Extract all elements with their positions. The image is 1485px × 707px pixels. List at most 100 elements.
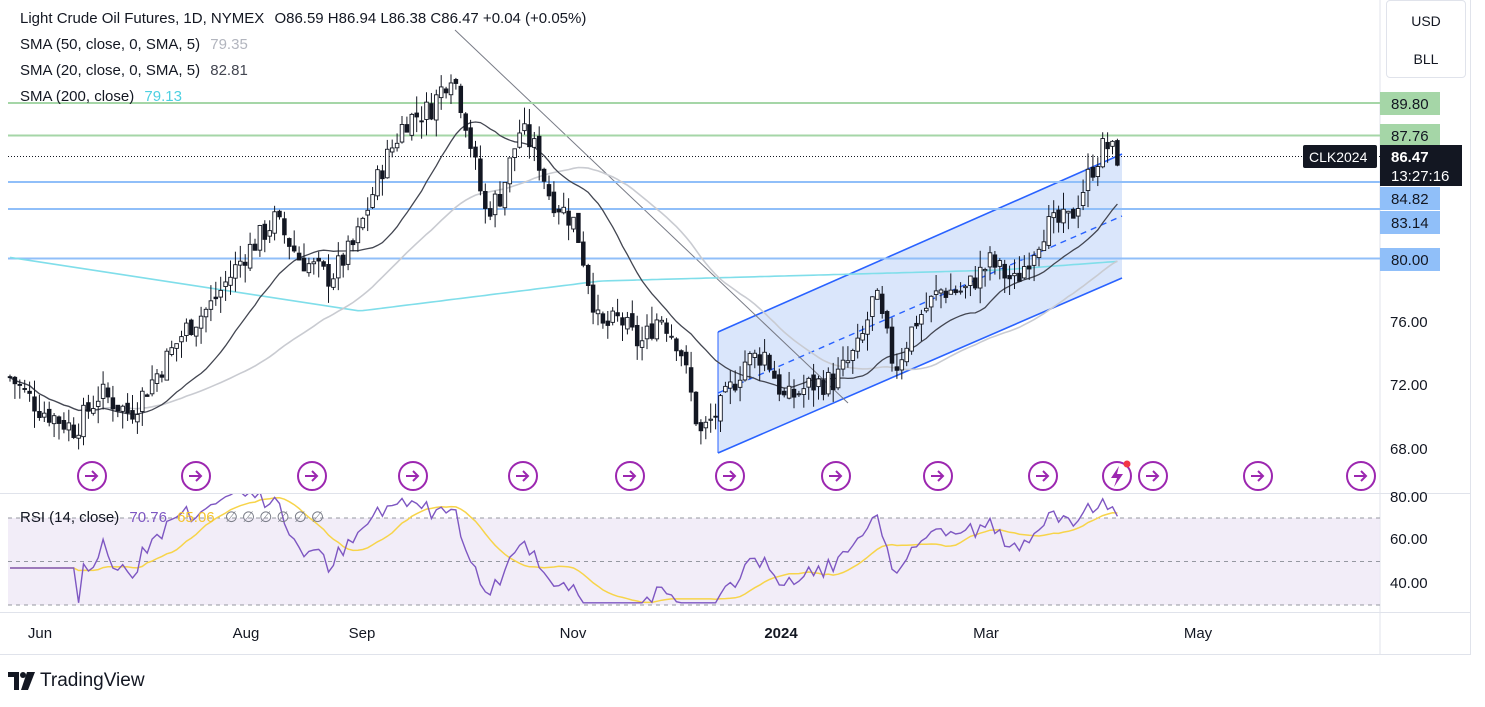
- candle-up[interactable]: [752, 352, 758, 358]
- candle-down[interactable]: [1115, 140, 1120, 166]
- candle-down[interactable]: [732, 383, 738, 391]
- candle-down[interactable]: [615, 312, 620, 317]
- candle-down[interactable]: [713, 415, 718, 418]
- candle-up[interactable]: [840, 359, 846, 370]
- candle-up[interactable]: [1012, 272, 1017, 277]
- candle-up[interactable]: [247, 243, 253, 269]
- candle-up[interactable]: [865, 319, 870, 335]
- candle-down[interactable]: [56, 416, 62, 424]
- candle-down[interactable]: [277, 210, 282, 218]
- candle-up[interactable]: [517, 132, 522, 148]
- unit-selector[interactable]: USD BLL: [1386, 0, 1466, 78]
- candle-down[interactable]: [110, 397, 116, 410]
- rsi-ma-line[interactable]: [10, 497, 1118, 604]
- candle-up[interactable]: [659, 319, 664, 323]
- legend-sma50[interactable]: SMA (50, close, 0, SMA, 5) 79.35: [20, 36, 248, 54]
- candle-up[interactable]: [399, 124, 405, 143]
- legend-rsi[interactable]: RSI (14, close) 70.76 65.06 ∅ ∅ ∅ ∅ ∅ ∅: [20, 509, 324, 527]
- candle-down[interactable]: [27, 390, 32, 394]
- candle-up[interactable]: [502, 181, 508, 209]
- candle-up[interactable]: [654, 319, 660, 340]
- candle-down[interactable]: [821, 379, 826, 395]
- candle-down[interactable]: [1007, 275, 1012, 280]
- candle-up[interactable]: [855, 337, 860, 352]
- candle-up[interactable]: [786, 385, 792, 399]
- candle-up[interactable]: [507, 157, 513, 185]
- candle-down[interactable]: [683, 351, 689, 366]
- candle-up[interactable]: [919, 314, 924, 325]
- candle-up[interactable]: [1046, 216, 1052, 246]
- candle-down[interactable]: [556, 208, 562, 213]
- candle-up[interactable]: [532, 138, 537, 148]
- candle-down[interactable]: [125, 402, 130, 414]
- candle-down[interactable]: [693, 391, 699, 425]
- candle-up[interactable]: [389, 147, 395, 153]
- candle-up[interactable]: [845, 360, 851, 364]
- candle-down[interactable]: [282, 218, 287, 236]
- candle-up[interactable]: [140, 390, 145, 412]
- candle-down[interactable]: [458, 85, 464, 113]
- legend-main[interactable]: Light Crude Oil Futures, 1D, NYMEX O86.5…: [20, 10, 586, 28]
- candle-down[interactable]: [321, 261, 326, 267]
- chart[interactable]: 76.00 72.00 68.00 80.00 60.00 40.00 89.8…: [0, 0, 1485, 660]
- candle-down[interactable]: [634, 324, 640, 347]
- candle-up[interactable]: [42, 412, 47, 418]
- candle-up[interactable]: [982, 269, 988, 272]
- candle-down[interactable]: [546, 184, 552, 197]
- candle-up[interactable]: [1041, 241, 1047, 252]
- legend-sma20[interactable]: SMA (20, close, 0, SMA, 5) 82.81: [20, 62, 248, 80]
- candle-up[interactable]: [208, 300, 214, 310]
- candle-down[interactable]: [674, 338, 679, 352]
- candle-down[interactable]: [463, 113, 468, 131]
- candle-down[interactable]: [32, 396, 37, 412]
- candle-up[interactable]: [51, 415, 57, 425]
- candle-down[interactable]: [443, 88, 449, 94]
- candle-up[interactable]: [737, 379, 743, 388]
- candle-up[interactable]: [1051, 212, 1056, 219]
- candle-up[interactable]: [95, 400, 101, 407]
- candle-down[interactable]: [429, 103, 434, 120]
- candle-down[interactable]: [37, 410, 42, 419]
- candle-down[interactable]: [600, 313, 606, 324]
- candle-down[interactable]: [189, 319, 194, 336]
- candle-down[interactable]: [71, 424, 76, 438]
- candle-down[interactable]: [1090, 166, 1096, 178]
- candle-up[interactable]: [1031, 254, 1037, 266]
- candle-down[interactable]: [620, 317, 625, 326]
- candle-up[interactable]: [708, 418, 713, 421]
- candle-down[interactable]: [1105, 141, 1110, 150]
- candle-up[interactable]: [747, 353, 753, 366]
- candle-down[interactable]: [541, 168, 547, 182]
- candle-up[interactable]: [267, 230, 272, 237]
- candle-down[interactable]: [757, 354, 762, 366]
- candle-up[interactable]: [394, 142, 400, 149]
- candle-down[interactable]: [767, 354, 772, 370]
- candle-up[interactable]: [233, 264, 238, 279]
- candle-up[interactable]: [164, 350, 170, 381]
- candlestick-series[interactable]: [7, 74, 1120, 450]
- candle-up[interactable]: [571, 216, 576, 230]
- candle-down[interactable]: [61, 420, 67, 430]
- candle-up[interactable]: [968, 275, 973, 286]
- candle-up[interactable]: [826, 371, 831, 395]
- candle-up[interactable]: [512, 148, 517, 158]
- candle-up[interactable]: [120, 405, 125, 412]
- event-markers[interactable]: [77, 460, 1376, 491]
- candle-down[interactable]: [478, 158, 483, 192]
- candle-up[interactable]: [796, 393, 802, 396]
- candle-up[interactable]: [1066, 210, 1071, 214]
- candle-down[interactable]: [350, 240, 356, 246]
- candle-down[interactable]: [7, 376, 13, 379]
- candle-up[interactable]: [625, 316, 630, 330]
- candle-up[interactable]: [870, 296, 875, 317]
- candle-down[interactable]: [884, 311, 890, 329]
- tradingview-logo[interactable]: TradingView: [8, 669, 145, 693]
- candle-down[interactable]: [605, 320, 611, 326]
- candle-up[interactable]: [933, 290, 939, 295]
- candle-up[interactable]: [595, 309, 601, 315]
- candle-down[interactable]: [1017, 272, 1022, 282]
- currency-label[interactable]: USD: [1411, 13, 1441, 29]
- candle-down[interactable]: [453, 79, 459, 84]
- candle-down[interactable]: [487, 208, 493, 217]
- candle-down[interactable]: [791, 388, 797, 398]
